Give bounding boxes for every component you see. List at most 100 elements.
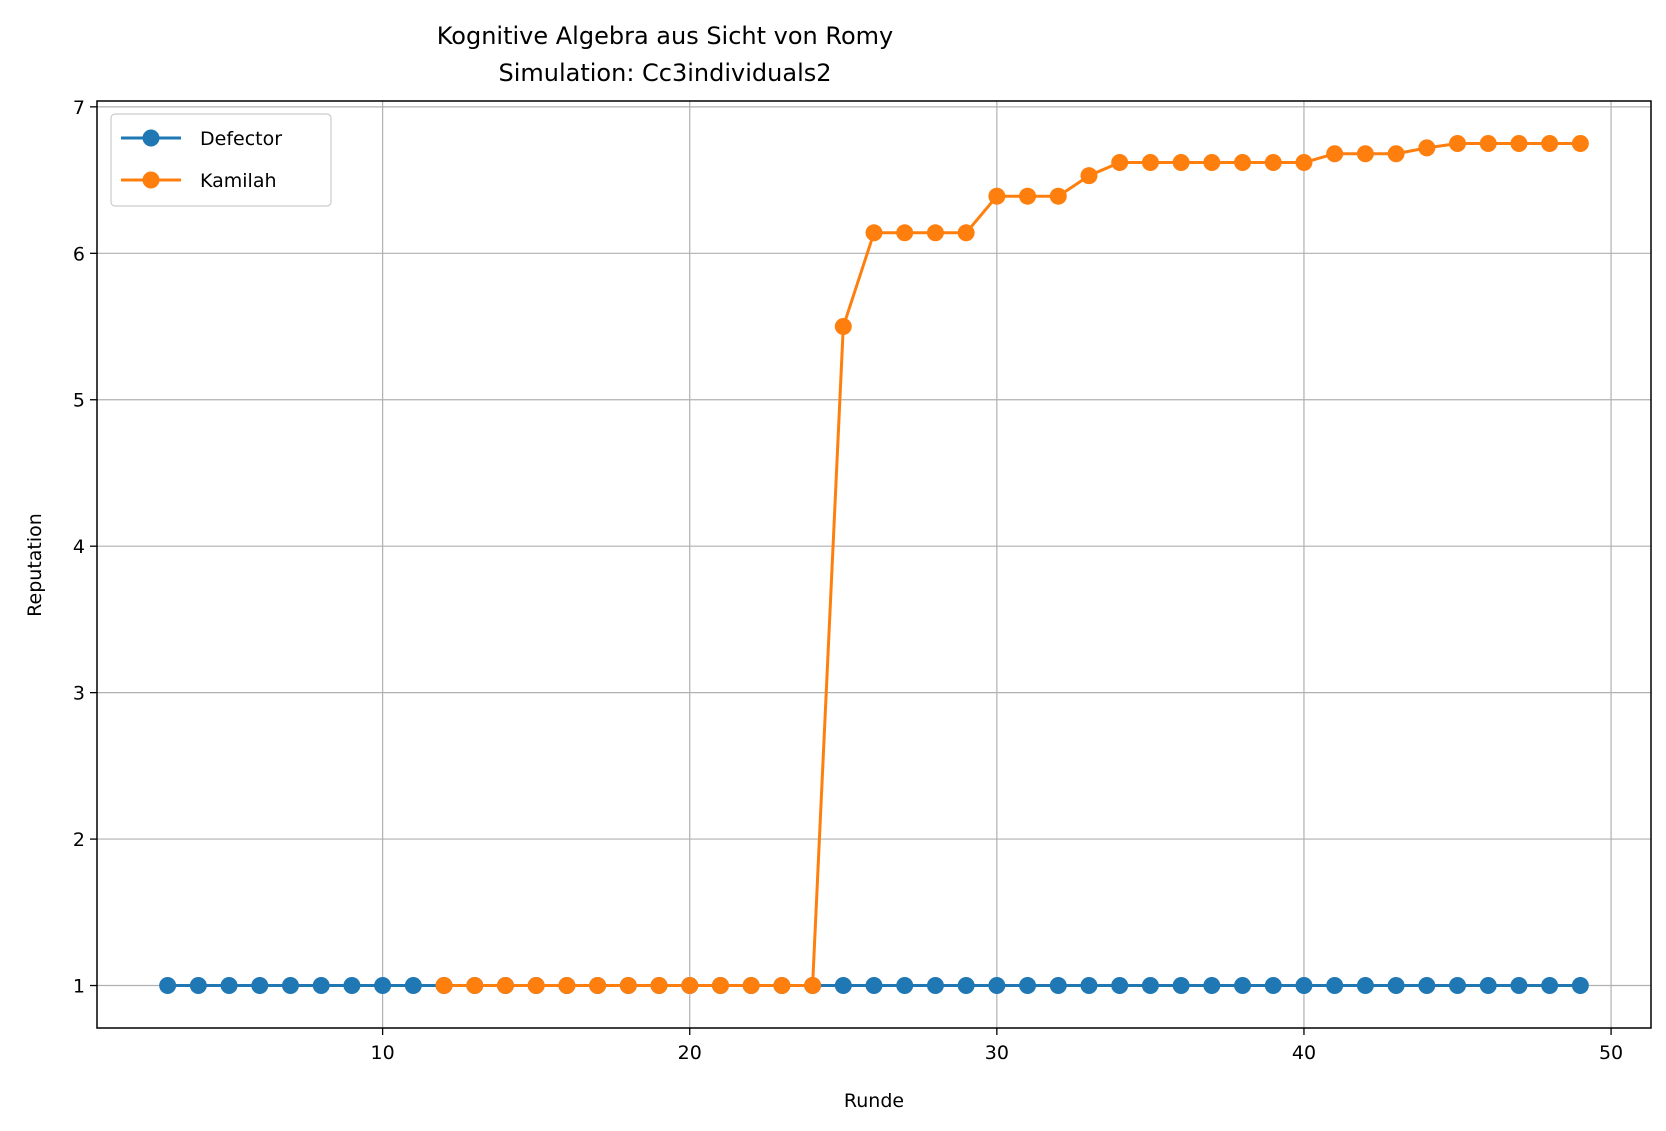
data-point-kamilah bbox=[1541, 134, 1559, 152]
data-point-defector bbox=[1326, 977, 1344, 995]
data-point-kamilah bbox=[589, 977, 607, 995]
y-axis-label: Reputation bbox=[24, 513, 46, 617]
legend-item-defector: Defector bbox=[121, 128, 282, 150]
x-tick-label-40: 40 bbox=[1292, 1042, 1316, 1064]
legend-marker-kamilah bbox=[142, 171, 160, 189]
data-point-defector bbox=[1541, 977, 1559, 995]
x-axis-label: Runde bbox=[844, 1090, 904, 1112]
data-point-defector bbox=[1049, 977, 1067, 995]
data-point-defector bbox=[1203, 977, 1221, 995]
data-point-kamilah bbox=[1172, 154, 1190, 172]
y-tick-label-5: 5 bbox=[73, 390, 85, 412]
data-point-kamilah bbox=[804, 977, 822, 995]
data-point-kamilah bbox=[1510, 134, 1528, 152]
data-point-kamilah bbox=[865, 224, 883, 242]
x-tick-label-10: 10 bbox=[371, 1042, 395, 1064]
data-point-defector bbox=[1295, 977, 1313, 995]
data-point-kamilah bbox=[1479, 134, 1497, 152]
data-point-defector bbox=[1111, 977, 1129, 995]
data-point-defector bbox=[865, 977, 883, 995]
data-point-kamilah bbox=[1387, 145, 1405, 163]
data-point-defector bbox=[189, 977, 207, 995]
chart-subtitle: Simulation: Cc3individuals2 bbox=[498, 59, 831, 87]
data-point-kamilah bbox=[1049, 187, 1067, 205]
legend: Defector Kamilah bbox=[110, 113, 332, 207]
data-point-kamilah bbox=[466, 977, 484, 995]
data-point-kamilah bbox=[1019, 187, 1037, 205]
data-point-defector bbox=[251, 977, 269, 995]
data-point-defector bbox=[159, 977, 177, 995]
data-point-defector bbox=[312, 977, 330, 995]
data-point-defector bbox=[343, 977, 361, 995]
y-tick-label-1: 1 bbox=[73, 976, 85, 998]
data-point-defector bbox=[374, 977, 392, 995]
data-point-kamilah bbox=[711, 977, 729, 995]
data-point-kamilah bbox=[650, 977, 668, 995]
data-point-defector bbox=[896, 977, 914, 995]
data-point-defector bbox=[1418, 977, 1436, 995]
data-point-kamilah bbox=[1203, 154, 1221, 172]
data-point-defector bbox=[988, 977, 1006, 995]
data-point-kamilah bbox=[435, 977, 453, 995]
legend-item-kamilah: Kamilah bbox=[121, 170, 277, 192]
series-line-kamilah bbox=[444, 141, 1581, 988]
y-tick-label-3: 3 bbox=[73, 683, 85, 705]
x-tick-label-50: 50 bbox=[1599, 1042, 1623, 1064]
data-point-kamilah bbox=[834, 318, 852, 336]
y-tick-label-7: 7 bbox=[73, 97, 85, 119]
data-point-kamilah bbox=[742, 977, 760, 995]
data-point-kamilah bbox=[926, 224, 944, 242]
legend-label-defector: Defector bbox=[200, 128, 282, 150]
data-point-kamilah bbox=[1326, 145, 1344, 163]
data-point-kamilah bbox=[1418, 139, 1436, 157]
series-layer bbox=[159, 134, 1589, 995]
data-point-defector bbox=[1234, 977, 1252, 995]
data-point-defector bbox=[926, 977, 944, 995]
data-point-defector bbox=[1080, 977, 1098, 995]
data-point-kamilah bbox=[1080, 167, 1098, 185]
data-point-kamilah bbox=[957, 224, 975, 242]
legend-marker-defector bbox=[142, 129, 160, 147]
data-point-kamilah bbox=[1141, 154, 1159, 172]
data-point-defector bbox=[834, 977, 852, 995]
data-point-kamilah bbox=[1356, 145, 1374, 163]
data-point-defector bbox=[1141, 977, 1159, 995]
y-tick-label-2: 2 bbox=[73, 829, 85, 851]
data-point-defector bbox=[1479, 977, 1497, 995]
data-point-kamilah bbox=[1571, 134, 1589, 152]
data-point-kamilah bbox=[619, 977, 637, 995]
data-point-defector bbox=[281, 977, 299, 995]
data-point-kamilah bbox=[1264, 154, 1282, 172]
y-tick-label-4: 4 bbox=[73, 536, 85, 558]
data-point-defector bbox=[1019, 977, 1037, 995]
data-point-kamilah bbox=[1449, 134, 1467, 152]
data-point-kamilah bbox=[773, 977, 791, 995]
series-kamilah bbox=[435, 134, 1589, 995]
data-point-defector bbox=[1172, 977, 1190, 995]
chart-title: Kognitive Algebra aus Sicht von Romy bbox=[437, 22, 894, 50]
data-point-defector bbox=[1571, 977, 1589, 995]
data-point-kamilah bbox=[558, 977, 576, 995]
data-point-defector bbox=[404, 977, 422, 995]
data-point-kamilah bbox=[1295, 154, 1313, 172]
x-axis-ticks: 10 20 30 40 50 bbox=[371, 1028, 1623, 1064]
data-point-defector bbox=[1449, 977, 1467, 995]
x-tick-label-30: 30 bbox=[985, 1042, 1009, 1064]
data-point-defector bbox=[220, 977, 238, 995]
data-point-kamilah bbox=[1234, 154, 1252, 172]
data-point-defector bbox=[1510, 977, 1528, 995]
y-tick-label-6: 6 bbox=[73, 243, 85, 265]
data-point-kamilah bbox=[496, 977, 514, 995]
data-point-kamilah bbox=[988, 187, 1006, 205]
y-axis-ticks: 1 2 3 4 5 6 7 bbox=[73, 97, 97, 998]
data-point-defector bbox=[1356, 977, 1374, 995]
data-point-kamilah bbox=[527, 977, 545, 995]
legend-label-kamilah: Kamilah bbox=[200, 170, 277, 192]
plot-frame bbox=[96, 100, 1652, 1029]
data-point-defector bbox=[1264, 977, 1282, 995]
x-tick-label-20: 20 bbox=[678, 1042, 702, 1064]
series-defector bbox=[159, 977, 1589, 995]
data-point-defector bbox=[1387, 977, 1405, 995]
data-point-kamilah bbox=[896, 224, 914, 242]
